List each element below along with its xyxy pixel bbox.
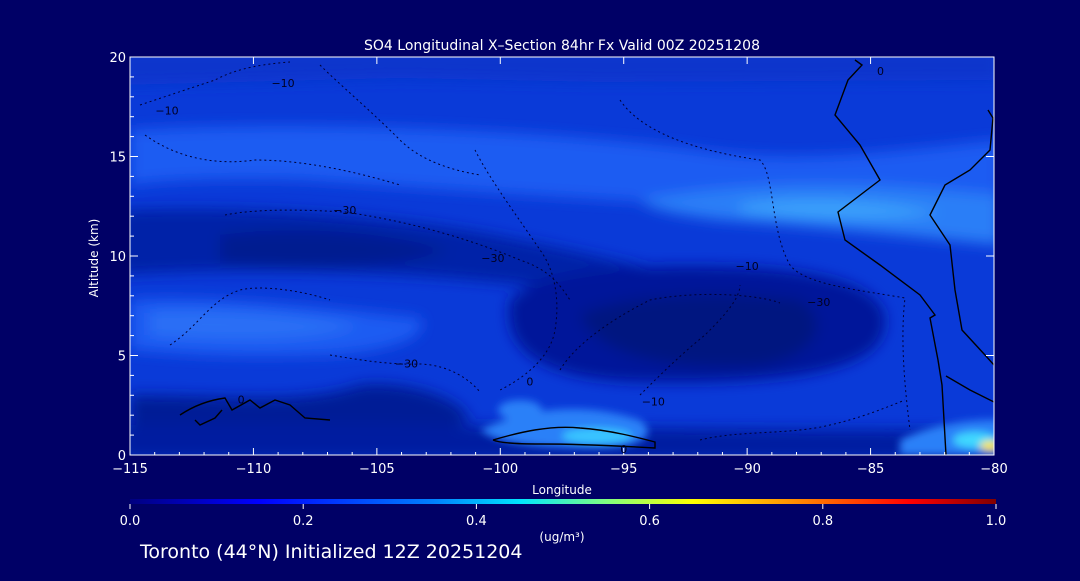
contour-neg10-mid bbox=[619, 99, 911, 431]
footer-caption: Toronto (44°N) Initialized 12Z 20251204 bbox=[140, 541, 523, 563]
colorbar-tick-label: 0.6 bbox=[639, 514, 660, 529]
contour-label: 0 bbox=[620, 443, 627, 456]
x-tick-label: −85 bbox=[857, 462, 884, 477]
contour-zero-west-b bbox=[194, 409, 223, 426]
contour-label: −30 bbox=[481, 252, 504, 265]
colorbar-tick-label: 0.2 bbox=[293, 514, 314, 529]
y-axis-label: Altitude (km) bbox=[87, 219, 101, 298]
contour-neg10-east bbox=[699, 399, 906, 441]
colorbar-tick-label: 0.0 bbox=[120, 514, 141, 529]
x-tick-label: −80 bbox=[980, 462, 1007, 477]
contour-zero-east-b bbox=[929, 109, 994, 366]
colorbar bbox=[130, 499, 996, 504]
contour-label: −10 bbox=[271, 77, 294, 90]
contour-label: 0 bbox=[526, 375, 533, 388]
field-mid-minimum-core bbox=[580, 295, 817, 367]
contour-label: −10 bbox=[642, 395, 665, 408]
contour-neg30-upper bbox=[224, 209, 571, 301]
field-dark-core-west bbox=[220, 230, 450, 267]
colorbar-ticks: 0.0 0.2 0.4 0.6 0.8 1.0 bbox=[120, 504, 1007, 529]
contour-label: 0 bbox=[238, 393, 245, 406]
y-tick-label: 5 bbox=[118, 350, 126, 365]
colorbar-tick-label: 0.4 bbox=[466, 514, 487, 529]
contour-neg10-west bbox=[139, 61, 291, 106]
field-upper-jet-core bbox=[740, 199, 940, 219]
contour-zero-surface bbox=[492, 426, 656, 449]
contour-neg30-lower bbox=[329, 354, 481, 393]
x-tick-label: −90 bbox=[733, 462, 760, 477]
x-tick-label: −100 bbox=[482, 462, 518, 477]
contour-labels: −10 −10 −30 −30 −30 −10 −30 −10 0 0 0 0 bbox=[155, 65, 884, 456]
contour-zero-west bbox=[179, 397, 331, 421]
x-tick-label: −95 bbox=[610, 462, 637, 477]
contour-label: 0 bbox=[877, 65, 884, 78]
contour-neg10-center bbox=[474, 149, 558, 391]
contour-neg10-west-lobe bbox=[169, 287, 331, 346]
contour-label: −10 bbox=[736, 260, 759, 273]
x-axis-label: Longitude bbox=[532, 483, 592, 497]
y-tick-label: 15 bbox=[109, 151, 126, 166]
colorbar-units: (ug/m³) bbox=[539, 530, 584, 544]
contour-label: −30 bbox=[807, 296, 830, 309]
chart-title: SO4 Longitudinal X–Section 84hr Fx Valid… bbox=[364, 38, 760, 54]
contour-zero-east-c bbox=[945, 375, 994, 403]
contour-zero-east-a bbox=[834, 59, 947, 455]
field-top-band bbox=[130, 57, 994, 85]
colorbar-tick-label: 1.0 bbox=[986, 514, 1007, 529]
y-tick-label: 10 bbox=[109, 250, 126, 265]
y-axis: 0 5 10 15 20 bbox=[109, 51, 994, 464]
y-tick-label: 0 bbox=[118, 449, 126, 464]
contour-lines bbox=[139, 59, 994, 455]
field-surface-max bbox=[980, 441, 994, 451]
x-tick-label: −115 bbox=[112, 462, 148, 477]
y-tick-label: 20 bbox=[109, 51, 126, 66]
field-west-lobe-core bbox=[150, 310, 360, 339]
x-axis: −115 −110 −105 −100 −95 −90 −85 −80 bbox=[112, 57, 1008, 477]
contour-neg10-low bbox=[639, 284, 741, 396]
plot-area bbox=[130, 57, 994, 455]
contour-label: −30 bbox=[395, 357, 418, 370]
x-tick-label: −105 bbox=[359, 462, 395, 477]
field-plume-small bbox=[498, 400, 542, 420]
colorbar-tick-label: 0.8 bbox=[812, 514, 833, 529]
contour-neg30-mid bbox=[559, 293, 781, 371]
contour-label: −10 bbox=[155, 105, 178, 118]
contour-label: −30 bbox=[333, 204, 356, 217]
contour-neg10-west-b bbox=[144, 134, 401, 186]
x-tick-label: −110 bbox=[236, 462, 272, 477]
